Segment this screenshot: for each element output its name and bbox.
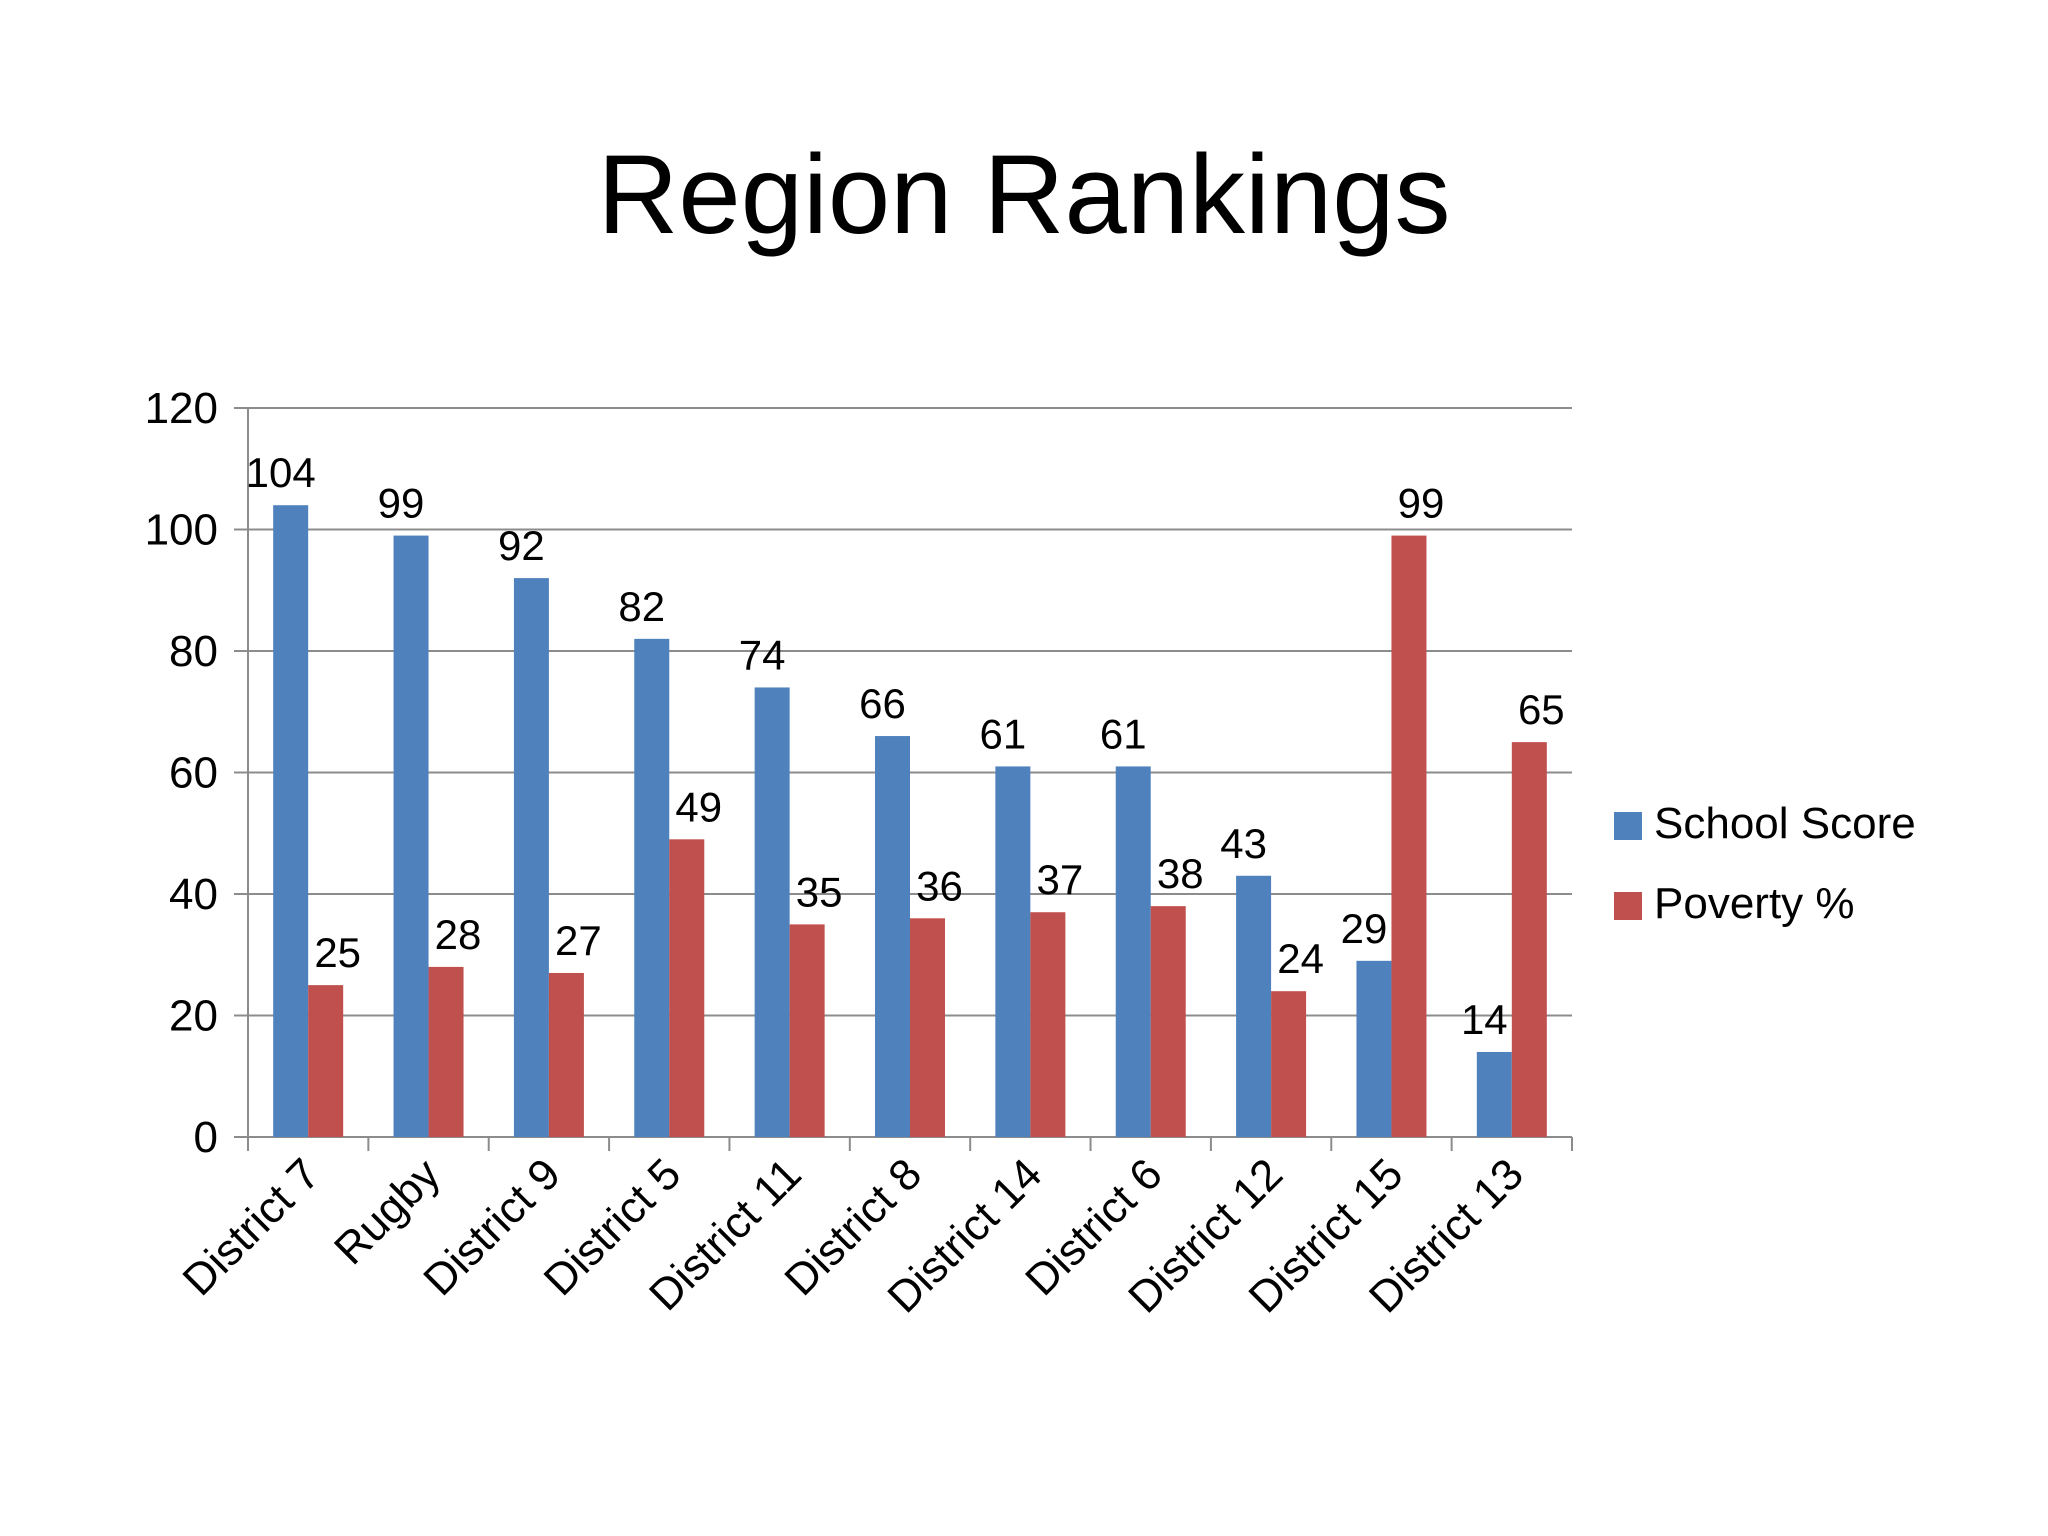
data-label: 92 (498, 522, 545, 569)
bar-poverty--7 (1150, 906, 1186, 1137)
bar-school-score-10 (1476, 1051, 1512, 1137)
y-tick-label: 100 (145, 506, 218, 555)
bar-school-score-5 (875, 736, 910, 1137)
data-label: 49 (675, 783, 722, 830)
bar-poverty--4 (789, 924, 825, 1137)
data-label: 61 (980, 710, 1027, 757)
bar-school-score-2 (513, 578, 549, 1137)
bar-school-score-7 (1115, 766, 1151, 1137)
data-label: 61 (1100, 710, 1147, 757)
data-label: 74 (739, 631, 786, 678)
data-label: 37 (1037, 856, 1084, 903)
legend-swatch (1614, 892, 1642, 920)
y-tick-label: 80 (169, 627, 218, 676)
data-label: 43 (1220, 820, 1267, 867)
data-label: 27 (555, 917, 602, 964)
bar-school-score-3 (634, 638, 670, 1137)
bar-poverty--6 (1030, 912, 1066, 1137)
bar-school-score-9 (1356, 960, 1392, 1137)
data-label: 104 (246, 449, 316, 496)
bar-poverty--2 (548, 972, 584, 1137)
data-label: 29 (1341, 905, 1388, 952)
y-tick-label: 20 (169, 992, 218, 1041)
bar-school-score-8 (1236, 875, 1272, 1137)
bar-poverty--0 (308, 985, 344, 1137)
x-tick-label: District 7 (174, 1149, 330, 1305)
data-label: 36 (916, 862, 963, 909)
y-tick-label: 120 (145, 384, 218, 433)
legend: School Score Poverty % (1614, 799, 1916, 928)
bar-school-score-0 (273, 505, 309, 1137)
bar-school-score-6 (995, 766, 1031, 1137)
bar-poverty--5 (910, 918, 945, 1137)
data-label: 99 (1398, 480, 1445, 527)
bar-poverty--1 (428, 966, 464, 1137)
data-label: 14 (1461, 996, 1508, 1043)
legend-label: Poverty % (1654, 879, 1855, 928)
legend-label: School Score (1654, 799, 1916, 848)
bar-school-score-4 (754, 687, 790, 1137)
y-tick-label: 40 (169, 870, 218, 919)
data-label: 82 (618, 583, 665, 630)
legend-swatch (1614, 812, 1642, 840)
chart-title: Region Rankings (597, 132, 1451, 257)
bar-poverty--10 (1511, 742, 1547, 1137)
data-labels: 104 25 99 28 92 27 82 49 74 35 66 36 61 37 61 38 43 24 29 9… (246, 449, 1565, 1043)
data-label: 66 (859, 680, 906, 727)
bar-poverty--8 (1271, 991, 1307, 1137)
data-label: 65 (1518, 686, 1565, 733)
data-label: 38 (1157, 850, 1204, 897)
data-label: 28 (435, 911, 482, 958)
y-tick-label: 0 (194, 1113, 218, 1162)
bar-poverty--9 (1391, 535, 1427, 1137)
data-label: 99 (378, 480, 425, 527)
bar-school-score-1 (393, 535, 429, 1137)
bar-poverty--3 (669, 839, 705, 1137)
data-label: 25 (314, 929, 361, 976)
data-label: 24 (1277, 935, 1324, 982)
bars (273, 505, 1547, 1137)
data-label: 35 (796, 868, 843, 915)
y-tick-label: 60 (169, 749, 218, 798)
